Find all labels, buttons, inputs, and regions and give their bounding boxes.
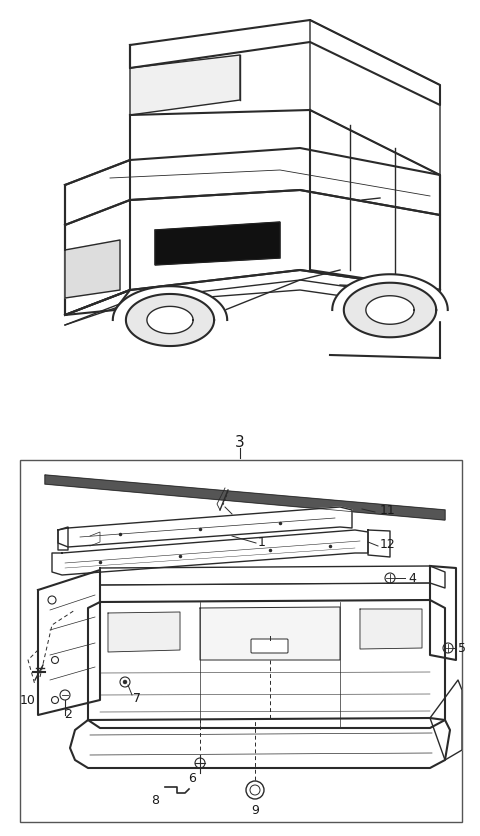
- FancyBboxPatch shape: [251, 639, 288, 653]
- Polygon shape: [155, 222, 280, 265]
- Text: 7: 7: [133, 691, 141, 705]
- Polygon shape: [65, 148, 440, 225]
- Polygon shape: [430, 680, 462, 760]
- Polygon shape: [100, 566, 445, 588]
- Text: 2: 2: [64, 708, 72, 721]
- Polygon shape: [360, 609, 422, 649]
- Polygon shape: [310, 20, 440, 175]
- Polygon shape: [130, 55, 240, 115]
- Polygon shape: [147, 306, 193, 334]
- Polygon shape: [65, 190, 440, 315]
- Polygon shape: [368, 530, 390, 557]
- Text: 12: 12: [380, 538, 396, 550]
- Polygon shape: [130, 20, 440, 105]
- Polygon shape: [70, 718, 450, 768]
- Polygon shape: [108, 612, 180, 652]
- Polygon shape: [430, 566, 456, 660]
- Text: 4: 4: [408, 572, 416, 584]
- Polygon shape: [58, 507, 352, 547]
- Polygon shape: [58, 527, 68, 550]
- Text: 11: 11: [380, 503, 396, 517]
- Polygon shape: [65, 240, 120, 298]
- Text: 8: 8: [151, 793, 159, 807]
- Polygon shape: [126, 294, 214, 346]
- Polygon shape: [100, 583, 430, 602]
- Polygon shape: [344, 283, 436, 337]
- Polygon shape: [366, 296, 414, 324]
- Text: 6: 6: [188, 772, 196, 784]
- Polygon shape: [310, 110, 440, 290]
- Text: 5: 5: [458, 641, 466, 655]
- Polygon shape: [200, 607, 340, 660]
- Polygon shape: [65, 160, 130, 315]
- Text: 9: 9: [251, 803, 259, 817]
- Polygon shape: [88, 600, 445, 728]
- Text: 1: 1: [258, 537, 266, 549]
- Circle shape: [123, 680, 127, 684]
- Text: 3: 3: [235, 435, 245, 450]
- Text: 10: 10: [20, 694, 36, 706]
- Polygon shape: [52, 530, 368, 575]
- Polygon shape: [38, 570, 100, 715]
- Polygon shape: [45, 475, 445, 520]
- Bar: [20, 460, 462, 822]
